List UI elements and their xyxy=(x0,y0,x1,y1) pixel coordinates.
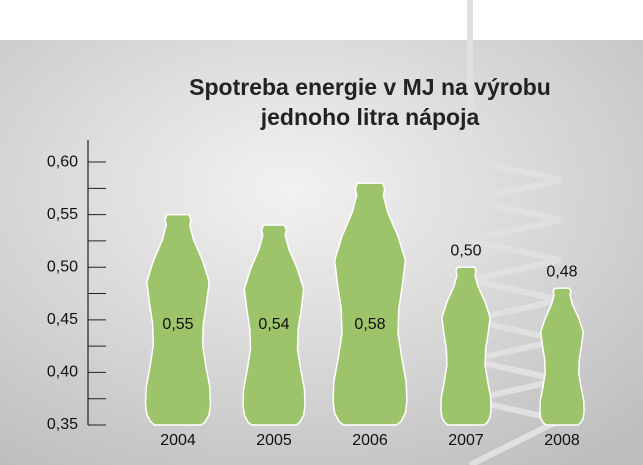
y-tick-label: 0,50 xyxy=(47,258,78,275)
y-tick-label: 0,45 xyxy=(47,311,78,328)
value-label: 0,55 xyxy=(162,316,193,333)
value-label: 0,48 xyxy=(546,263,577,280)
x-tick-label: 2004 xyxy=(160,432,196,449)
x-tick-label: 2008 xyxy=(544,432,580,449)
y-tick-label: 0,60 xyxy=(47,153,78,170)
value-label: 0,58 xyxy=(354,316,385,333)
value-label: 0,54 xyxy=(258,316,289,333)
chart: 0,35 0,40 0,45 0,50 0,55 0,60 2004 0,55 2005 0,54… xyxy=(0,0,643,465)
value-label: 0,50 xyxy=(450,242,481,259)
page: 0,35 0,40 0,45 0,50 0,55 0,60 2004 0,55 2005 0,54… xyxy=(0,0,643,465)
x-tick-label: 2007 xyxy=(448,432,484,449)
y-tick-label: 0,40 xyxy=(47,364,78,381)
chart-title: Spotreba energie v MJ na výrobu jednoho … xyxy=(150,72,590,132)
y-tick-label: 0,35 xyxy=(47,416,78,433)
x-tick-label: 2005 xyxy=(256,432,292,449)
y-tick-label: 0,55 xyxy=(47,206,78,223)
x-tick-label: 2006 xyxy=(352,432,388,449)
